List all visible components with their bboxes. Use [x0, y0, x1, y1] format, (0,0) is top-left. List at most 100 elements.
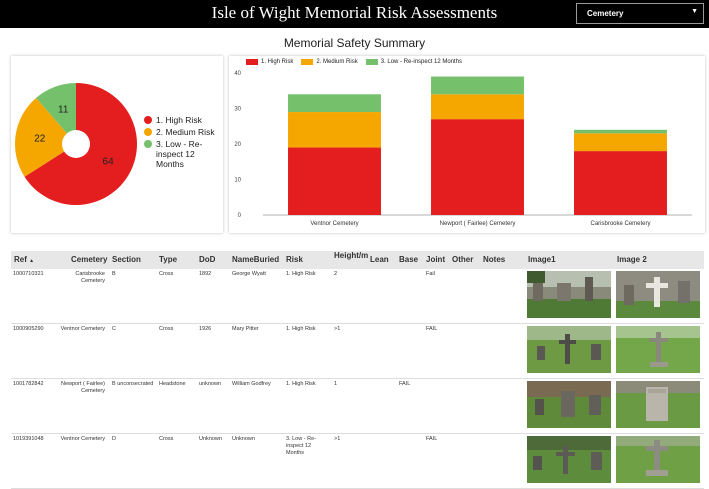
cell-type: Headstone	[159, 381, 186, 387]
legend-item-high[interactable]: 1. High Risk	[144, 115, 219, 125]
pie-hole	[62, 130, 90, 158]
memorial-photo-1[interactable]	[527, 271, 611, 318]
col-header-image1[interactable]: Image1	[528, 255, 556, 264]
legend-marker-low	[144, 140, 152, 148]
memorial-photo-2[interactable]	[616, 436, 700, 483]
bar-legend: 1. High Risk 2. Medium Risk 3. Low - Re-…	[246, 59, 462, 65]
cell-joint: Fail	[426, 271, 435, 277]
legend-label-medium: 2. Medium Risk	[156, 127, 215, 137]
bar-segment[interactable]	[288, 94, 381, 113]
table-header: Ref ▲ Cemetery Section Type DoD NameBuri…	[11, 251, 704, 269]
cell-joint: FAIL	[426, 436, 438, 442]
pie-slice-value-label: 64	[103, 157, 115, 168]
bar-segment[interactable]	[431, 119, 524, 215]
x-tick-label: Carisbrooke Cemetery	[590, 221, 650, 227]
cell-risk: 3. Low - Re-inspect 12 Months	[286, 436, 316, 456]
col-header-risk[interactable]: Risk	[286, 255, 303, 264]
bar-legend-swatch-low	[365, 59, 378, 65]
legend-item-low[interactable]: 3. Low - Re-inspect 12 Months	[144, 139, 219, 169]
legend-item-medium[interactable]: 2. Medium Risk	[144, 127, 219, 137]
col-header-ref-label: Ref	[14, 255, 27, 264]
memorial-photo-2[interactable]	[616, 381, 700, 428]
table-row[interactable]: 1000905290 Ventnor Cemetery C Cross 1926…	[11, 324, 704, 379]
y-tick-label: 40	[234, 71, 241, 77]
col-header-image2[interactable]: Image 2	[617, 255, 647, 264]
col-header-type[interactable]: Type	[159, 255, 178, 264]
app-header: Isle of Wight Memorial Risk Assessments …	[0, 0, 709, 28]
memorials-table: Ref ▲ Cemetery Section Type DoD NameBuri…	[11, 251, 704, 489]
y-tick-label: 30	[234, 107, 241, 113]
col-header-height[interactable]: Height/m	[334, 251, 369, 260]
pie-slice[interactable]	[14, 97, 76, 177]
col-header-lean[interactable]: Lean	[370, 255, 389, 264]
bar-legend-swatch-medium	[301, 59, 314, 65]
legend-label-high: 1. High Risk	[156, 115, 202, 125]
legend-marker-medium	[144, 128, 152, 136]
col-header-base[interactable]: Base	[399, 255, 419, 264]
cemetery-dropdown-value: Cemetery	[587, 9, 624, 18]
col-header-nameburied[interactable]: NameBuried	[232, 255, 280, 264]
x-tick-label: Newport ( Fairlee) Cemetery	[440, 221, 516, 227]
memorial-photo-1[interactable]	[527, 326, 611, 373]
app-title: Isle of Wight Memorial Risk Assessments	[211, 3, 498, 22]
cell-ref: 1000710321	[13, 271, 44, 277]
table-row[interactable]: 1000710321 Carisbrooke Cemetery B Cross …	[11, 269, 704, 324]
cell-ref: 1001782842	[13, 381, 44, 387]
col-header-ref[interactable]: Ref ▲	[14, 255, 34, 264]
pie-slice-value-label: 11	[58, 105, 69, 116]
bar-segment[interactable]	[288, 147, 381, 215]
pie-legend: 1. High Risk 2. Medium Risk 3. Low - Re-…	[144, 115, 219, 171]
cell-cemetery: Ventnor Cemetery	[60, 326, 105, 332]
legend-label-low: 3. Low - Re-inspect 12 Months	[156, 139, 203, 169]
bar-segment[interactable]	[574, 129, 667, 134]
table-row[interactable]: 1001782842 Newport ( Fairlee) Cemetery B…	[11, 379, 704, 434]
cell-dod: Unknown	[199, 436, 222, 442]
y-tick-label: 20	[234, 142, 241, 148]
bar-segment[interactable]	[574, 133, 667, 152]
cell-name: William Godfrey	[232, 381, 271, 387]
cell-ref: 1019391048	[13, 436, 44, 442]
pie-slice[interactable]	[36, 83, 76, 144]
cell-height: 2	[334, 271, 338, 277]
cell-cemetery: Carisbrooke Cemetery	[75, 271, 105, 284]
cell-name: George Wyatt	[232, 271, 266, 277]
col-header-joint[interactable]: Joint	[426, 255, 446, 264]
memorial-photo-2[interactable]	[616, 326, 700, 373]
bar-legend-item-high[interactable]: 1. High Risk	[246, 59, 293, 65]
cell-type: Cross	[159, 436, 174, 442]
cell-risk: 1. High Risk	[286, 381, 316, 387]
col-header-notes[interactable]: Notes	[483, 255, 506, 264]
bar-segment[interactable]	[431, 94, 524, 120]
bar-segment[interactable]	[431, 76, 524, 95]
memorial-photo-1[interactable]	[527, 381, 611, 428]
cell-height: >1	[334, 436, 341, 442]
bar-legend-swatch-high	[246, 59, 258, 65]
col-header-cemetery[interactable]: Cemetery	[71, 255, 108, 264]
cell-dod: unknown	[199, 381, 222, 387]
col-header-other[interactable]: Other	[452, 255, 474, 264]
col-header-section[interactable]: Section	[112, 255, 141, 264]
memorial-photo-1[interactable]	[527, 436, 611, 483]
cemetery-dropdown[interactable]: Cemetery ▼	[576, 3, 704, 24]
risk-bar-card: 1. High Risk 2. Medium Risk 3. Low - Re-…	[229, 56, 705, 233]
summary-title: Memorial Safety Summary	[283, 36, 426, 50]
pie-slice-value-label: 22	[34, 134, 46, 145]
col-header-dod[interactable]: DoD	[199, 255, 216, 264]
bar-legend-item-medium[interactable]: 2. Medium Risk	[301, 59, 358, 65]
cell-dod: 1926	[199, 326, 212, 332]
bar-legend-item-low[interactable]: 3. Low - Re-inspect 12 Months	[365, 59, 462, 65]
cell-section: B unconsecrated	[112, 381, 154, 387]
cell-height: 1	[334, 381, 338, 387]
cell-risk: 1. High Risk	[286, 326, 316, 332]
cell-type: Cross	[159, 271, 174, 277]
cell-joint: FAIL	[426, 326, 438, 332]
cell-base: FAIL	[399, 381, 411, 387]
bar-segment[interactable]	[288, 112, 381, 148]
memorial-photo-2[interactable]	[616, 271, 700, 318]
cell-type: Cross	[159, 326, 174, 332]
bar-segment[interactable]	[574, 151, 667, 215]
table-row[interactable]: 1019391048 Ventnor Cemetery D Cross Unkn…	[11, 434, 704, 489]
x-tick-label: Ventnor Cemetery	[310, 221, 358, 227]
cell-height: >1	[334, 326, 341, 332]
y-tick-label: 10	[234, 178, 241, 184]
